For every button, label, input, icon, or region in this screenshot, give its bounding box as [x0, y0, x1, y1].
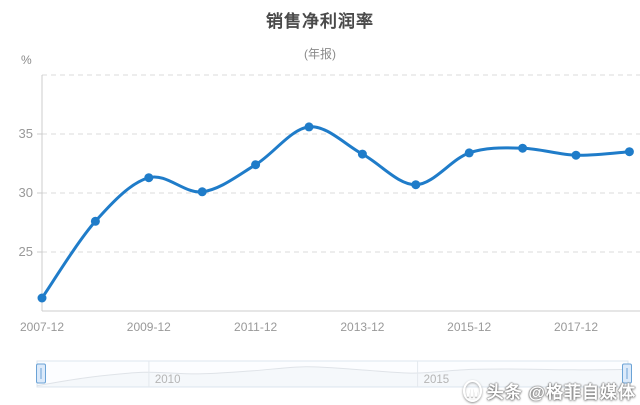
- y-tick-label: 35: [19, 126, 33, 141]
- data-point-marker[interactable]: [571, 150, 581, 160]
- y-tick-label: 25: [19, 244, 33, 259]
- y-tick-label: 30: [19, 185, 33, 200]
- x-tick-label: 2013-12: [340, 320, 384, 334]
- chart-title: 销售净利润率: [266, 12, 374, 31]
- data-point-marker[interactable]: [357, 149, 367, 159]
- x-tick-label: 2017-12: [554, 320, 598, 334]
- navigator-tick-label: 2010: [155, 374, 181, 386]
- toutiao-logo-icon: [462, 379, 482, 402]
- data-point-marker[interactable]: [197, 187, 207, 197]
- navigator-shadow-area: [37, 366, 628, 387]
- data-point-marker[interactable]: [624, 147, 634, 157]
- data-point-marker[interactable]: [90, 216, 100, 226]
- x-tick-label: 2011-12: [234, 320, 277, 334]
- data-point-marker[interactable]: [411, 180, 421, 190]
- data-point-marker[interactable]: [144, 173, 154, 183]
- x-tick-label: 2007-12: [20, 320, 64, 334]
- data-point-marker[interactable]: [304, 122, 314, 132]
- navigator-track[interactable]: [36, 360, 629, 388]
- data-point-marker[interactable]: [464, 148, 474, 158]
- x-tick-label: 2015-12: [447, 320, 491, 334]
- data-point-marker[interactable]: [251, 160, 261, 170]
- navigator-shadow-line: [36, 366, 629, 387]
- watermark: 头条 @格菲自媒体: [462, 378, 636, 403]
- data-point-marker[interactable]: [37, 293, 47, 303]
- data-point-marker[interactable]: [518, 143, 528, 153]
- navigator-tick-label: 2015: [424, 374, 450, 386]
- watermark-text: 头条 @格菲自媒体: [486, 383, 636, 402]
- x-tick-label: 2009-12: [127, 320, 171, 334]
- series-line: [40, 125, 631, 300]
- chart-subtitle: (年报): [304, 47, 336, 61]
- y-axis-unit-label: %: [21, 53, 32, 67]
